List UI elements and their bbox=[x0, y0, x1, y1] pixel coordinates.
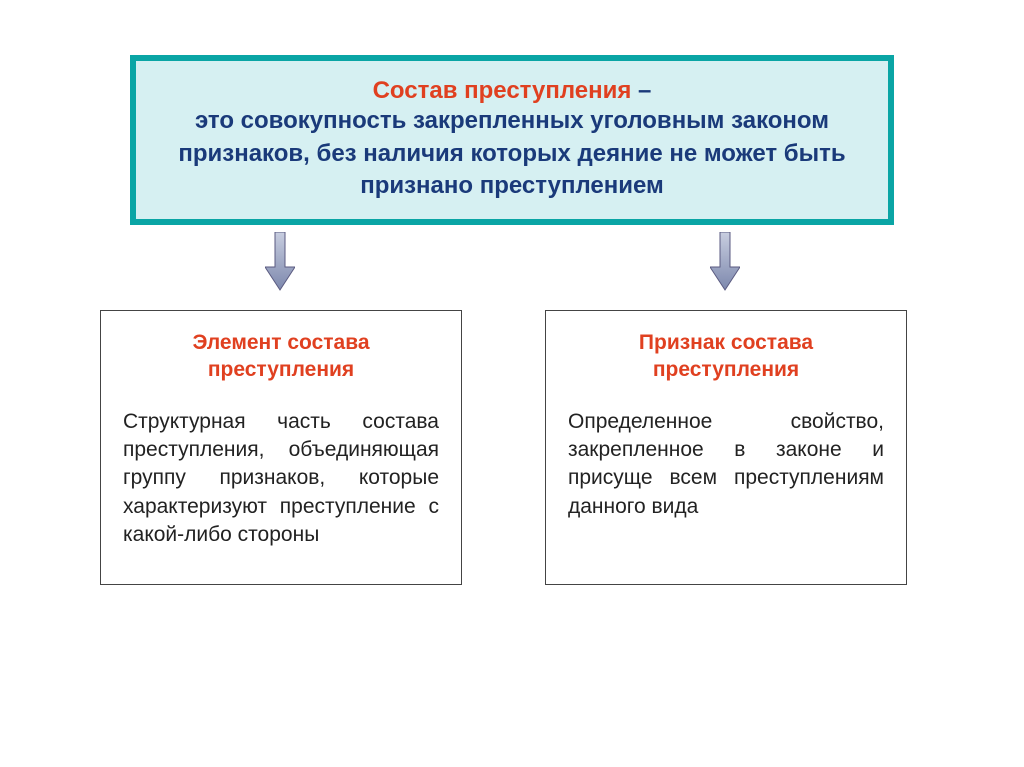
element-title: Элемент состава преступления bbox=[123, 329, 439, 384]
attribute-title: Признак состава преступления bbox=[568, 329, 884, 384]
attribute-box: Признак состава преступления Определенно… bbox=[545, 310, 907, 585]
definition-text: это совокупность закрепленных уголовным … bbox=[176, 105, 848, 202]
definition-box: Состав преступления – это совокупность з… bbox=[130, 55, 894, 225]
definition-content: Состав преступления – это совокупность з… bbox=[176, 77, 848, 202]
attribute-text: Определенное свойство, закрепленное в за… bbox=[568, 408, 884, 521]
element-text: Структурная часть состава преступления, … bbox=[123, 408, 439, 550]
definition-title: Состав преступления bbox=[373, 77, 632, 104]
arrow-down-right-icon bbox=[710, 232, 740, 292]
element-box: Элемент состава преступления Структурная… bbox=[100, 310, 462, 585]
definition-dash: – bbox=[631, 77, 651, 104]
arrow-down-left-icon bbox=[265, 232, 295, 292]
